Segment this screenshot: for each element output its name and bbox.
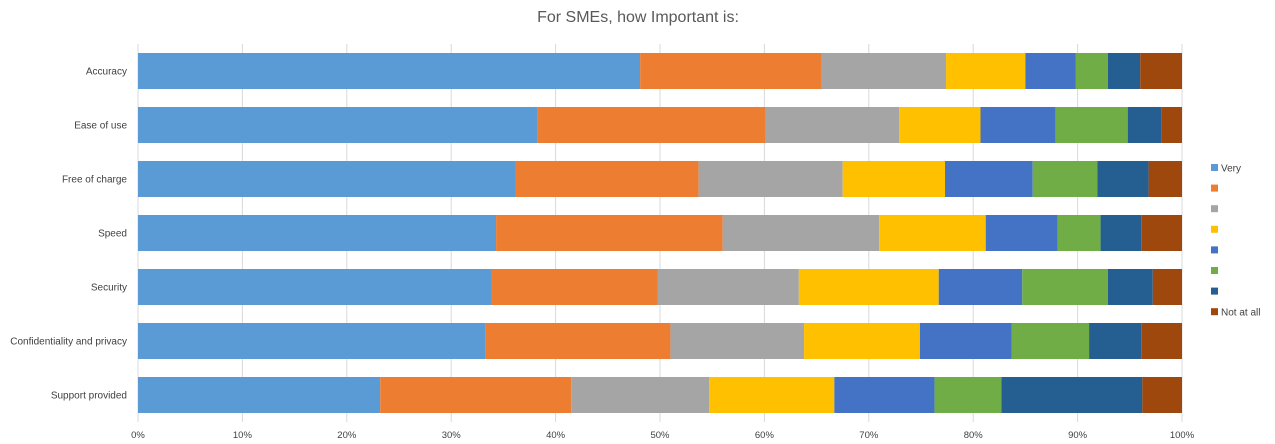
bar-segment (1152, 269, 1182, 305)
bar-segment (1055, 107, 1128, 143)
bar-segment (842, 161, 946, 197)
x-tick-label: 40% (546, 430, 566, 441)
legend-swatch (1211, 225, 1218, 233)
bar-segment (138, 53, 641, 89)
bar-segment (798, 269, 939, 305)
x-tick-label: 80% (964, 430, 984, 441)
bar-segment (879, 215, 986, 251)
bar-segment (765, 107, 900, 143)
legend-swatch (1211, 205, 1218, 213)
x-tick-label: 10% (233, 430, 253, 441)
bar-segment (985, 215, 1058, 251)
bar-segment (138, 161, 516, 197)
bar-segment (698, 161, 843, 197)
bar-segment (1148, 161, 1182, 197)
x-tick-label: 90% (1068, 430, 1088, 441)
bar-segment (919, 323, 1012, 359)
x-axis-tick-labels: 0% 10% 20% 30% 40% 50% 60% 70% 80% 90% 100% (131, 430, 1195, 441)
chart-title: For SMEs, how Important is: (537, 9, 739, 26)
bar-segment (1097, 161, 1149, 197)
bar-segment (537, 107, 766, 143)
bar-segment (709, 377, 835, 413)
bar-segment (485, 323, 671, 359)
x-tick-label: 20% (337, 430, 357, 441)
bar-segment (1140, 53, 1182, 89)
legend: Very Not at all (1211, 164, 1260, 319)
legend-label: Very (1221, 164, 1241, 175)
x-tick-label: 30% (442, 430, 462, 441)
bar-segment (1032, 161, 1098, 197)
bar-segment (1011, 323, 1090, 359)
legend-swatch (1211, 246, 1218, 254)
legend-swatch (1211, 164, 1218, 171)
category-label: Free of charge (62, 175, 127, 186)
bar-segment (1075, 53, 1108, 89)
category-label: Confidentiality and privacy (10, 337, 127, 348)
bar-segment (938, 269, 1023, 305)
bar-segment (1141, 215, 1182, 251)
bar-segment (1025, 53, 1076, 89)
category-labels: Accuracy Ease of use Free of charge Speed Se… (10, 67, 127, 402)
category-label: Accuracy (86, 67, 127, 78)
bar-segment (138, 269, 492, 305)
bar-segment (571, 377, 710, 413)
bar-segment (1001, 377, 1143, 413)
bar-segment (515, 161, 699, 197)
bar-segment (670, 323, 805, 359)
bar-segment (1161, 107, 1182, 143)
bar-segment (138, 107, 538, 143)
bar-segment (834, 377, 935, 413)
bar-segment (1107, 269, 1153, 305)
bar-segment (946, 53, 1026, 89)
x-tick-label: 50% (650, 430, 670, 441)
bar-segment (1089, 323, 1142, 359)
bar-segment (657, 269, 799, 305)
bar-segment (804, 323, 920, 359)
bar-segment (491, 269, 658, 305)
bar-segment (496, 215, 723, 251)
legend-swatch (1211, 184, 1218, 192)
bar-segment (899, 107, 981, 143)
bar-segment (1127, 107, 1162, 143)
bar-segment (380, 377, 572, 413)
bar-segment (980, 107, 1056, 143)
x-tick-label: 60% (755, 430, 775, 441)
bar-segment (934, 377, 1002, 413)
bar-segment (138, 215, 497, 251)
bar-segment (1141, 323, 1182, 359)
category-label: Support provided (51, 391, 127, 402)
bar-segment (138, 323, 486, 359)
legend-swatch (1211, 287, 1218, 295)
x-tick-label: 0% (131, 430, 145, 441)
x-tick-label: 100% (1170, 430, 1195, 441)
bar-segment (722, 215, 880, 251)
bar-segment (138, 377, 381, 413)
bar-segment (1100, 215, 1142, 251)
category-label: Security (91, 283, 127, 294)
bar-segment (640, 53, 822, 89)
bars (138, 53, 1182, 413)
legend-swatch (1211, 267, 1218, 274)
legend-swatch (1211, 308, 1218, 316)
bar-segment (1022, 269, 1108, 305)
bar-segment (1142, 377, 1182, 413)
x-tick-label: 70% (859, 430, 879, 441)
bar-segment (945, 161, 1033, 197)
category-label: Speed (98, 229, 127, 240)
category-label: Ease of use (74, 121, 127, 132)
bar-segment (821, 53, 947, 89)
bar-segment (1057, 215, 1101, 251)
legend-label: Not at all (1221, 308, 1260, 319)
bar-segment (1107, 53, 1141, 89)
